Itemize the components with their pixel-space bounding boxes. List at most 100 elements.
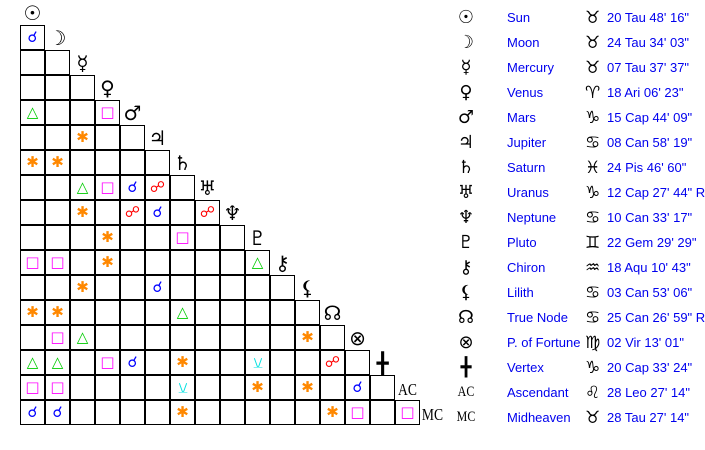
zodiac-sign-icon: ♑ [585,182,601,203]
grid-cell-lilith-venus [95,275,120,300]
jupiter-icon: ♃ [457,132,475,153]
zodiac-sign-icon: ♍ [585,332,601,353]
grid-cell-mercury-sun [20,50,45,75]
grid-cell-true-node-sun: ✱ [20,300,45,325]
aspect-grid: ☉ ☽ ☌ ☿ ♀ ♂ △ □ ♃ ✱ ♄ ✱ ✱ ♅ △ □ ☌ ☍ ♆ ✱ ☍ ☌ ☍ ♇ ✱ □ ⚷ □ □ ✱ △ ⚸ ✱ ☌ ☊ ✱ ✱ △ ⊗ □… [20,3,443,425]
grid-cell-pluto-sun [20,225,45,250]
grid-cell-vertex-neptune [220,350,245,375]
grid-cell-ascendant-chiron [270,375,295,400]
grid-cell-midheaven-uranus [195,400,220,425]
grid-cell-vertex-mars: ☌ [120,350,145,375]
sun-icon: ☉ [457,7,475,28]
grid-cell-uranus-venus: □ [95,175,120,200]
grid-cell-jupiter-sun [20,125,45,150]
point-position: 24 Pis 46' 60" [607,160,687,175]
grid-cell-mars-venus: □ [95,100,120,125]
square-icon: □ [100,178,115,196]
mars-glyph-icon: ♂ [123,101,142,125]
grid-cell-mercury-moon [45,50,70,75]
grid-cell-chiron-mars [120,250,145,275]
grid-cell-chiron-mercury [70,250,95,275]
p-of-fortune-glyph-icon: ⊗ [349,326,366,350]
grid-cell-p-of-fortune-mercury: △ [70,325,95,350]
grid-cell-vertex-mercury [70,350,95,375]
point-position: 03 Can 53' 06" [607,285,693,300]
grid-cell-true-node-neptune [220,300,245,325]
list-item-moon: ☽ Moon ♉ 24 Tau 34' 03" [450,30,705,55]
grid-cell-ascendant-mercury [70,375,95,400]
grid-cell-jupiter-mars [120,125,145,150]
list-item-pluto: ♇ Pluto ♊ 22 Gem 29' 29" [450,230,705,255]
trine-icon: △ [76,328,89,346]
lilith-icon: ⚸ [459,282,473,303]
jupiter-glyph-icon: ♃ [148,126,167,150]
point-position: 18 Aqu 10' 43" [607,260,691,275]
grid-cell-p-of-fortune-saturn [170,325,195,350]
grid-cell-ascendant-neptune [220,375,245,400]
neptune-icon: ♆ [457,207,475,228]
venus-glyph-icon: ♀ [100,76,115,100]
point-position: 25 Can 26' 59" R [607,310,705,325]
grid-cell-neptune-venus [95,200,120,225]
grid-cell-true-node-pluto [245,300,270,325]
grid-cell-midheaven-mercury [70,400,95,425]
quincunx-icon: ⚻ [252,354,263,372]
grid-cell-true-node-lilith [295,300,320,325]
list-item-ascendant: AC Ascendant ♌ 28 Leo 27' 14" [450,380,705,405]
square-icon: □ [50,378,65,396]
list-item-uranus: ♅ Uranus ♑ 12 Cap 27' 44" R [450,180,705,205]
point-name: Vertex [507,360,544,375]
grid-cell-true-node-saturn: △ [170,300,195,325]
grid-cell-moon-sun: ☌ [20,25,45,50]
grid-cell-pluto-saturn: □ [170,225,195,250]
grid-cell-chiron-saturn [170,250,195,275]
grid-cell-saturn-mars [120,150,145,175]
square-icon: □ [50,328,65,346]
point-name: Midheaven [507,410,571,425]
list-item-mercury: ☿ Mercury ♉ 07 Tau 37' 37" [450,55,705,80]
zodiac-sign-icon: ♓ [585,157,601,178]
list-item-venus: ♀ Venus ♈ 18 Ari 06' 23" [450,80,705,105]
grid-cell-uranus-sun [20,175,45,200]
list-item-p-of-fortune: ⊗ P. of Fortune ♍ 02 Vir 13' 01" [450,330,705,355]
grid-cell-neptune-sun [20,200,45,225]
grid-cell-pluto-mercury [70,225,95,250]
grid-cell-p-of-fortune-moon: □ [45,325,70,350]
point-position: 28 Tau 27' 14" [607,410,690,425]
trine-icon: △ [251,253,264,271]
grid-cell-midheaven-mars [120,400,145,425]
grid-cell-pluto-moon [45,225,70,250]
lilith-glyph-icon: ⚸ [300,276,315,300]
grid-cell-p-of-fortune-mars [120,325,145,350]
grid-cell-lilith-mercury: ✱ [70,275,95,300]
conjunction-icon: ☌ [127,353,138,371]
sextile-icon: ✱ [76,128,89,146]
trine-icon: △ [51,353,64,371]
grid-cell-ascendant-true-node [320,375,345,400]
list-item-true-node: ☊ True Node ♋ 25 Can 26' 59" R [450,305,705,330]
grid-cell-midheaven-moon: ☌ [45,400,70,425]
square-icon: □ [350,403,365,421]
pluto-glyph-icon: ♇ [248,226,267,250]
grid-cell-neptune-mars: ☍ [120,200,145,225]
grid-cell-midheaven-sun: ☌ [20,400,45,425]
sextile-icon: ✱ [101,228,114,246]
point-name: Ascendant [507,385,569,400]
point-name: Neptune [507,210,557,225]
conjunction-icon: ☌ [152,203,163,221]
zodiac-sign-icon: ♒ [585,257,601,278]
point-position: 18 Ari 06' 23" [607,85,684,100]
point-position: 15 Cap 44' 09" [607,110,693,125]
grid-cell-uranus-mercury: △ [70,175,95,200]
grid-cell-pluto-jupiter [145,225,170,250]
grid-cell-lilith-jupiter: ☌ [145,275,170,300]
saturn-icon: ♄ [457,157,475,178]
grid-cell-chiron-uranus [195,250,220,275]
list-item-neptune: ♆ Neptune ♋ 10 Can 33' 17" [450,205,705,230]
zodiac-sign-icon: ♉ [585,7,601,28]
grid-cell-chiron-venus: ✱ [95,250,120,275]
grid-cell-jupiter-venus [95,125,120,150]
grid-cell-true-node-venus [95,300,120,325]
point-name: P. of Fortune [507,335,581,350]
grid-cell-saturn-jupiter [145,150,170,175]
